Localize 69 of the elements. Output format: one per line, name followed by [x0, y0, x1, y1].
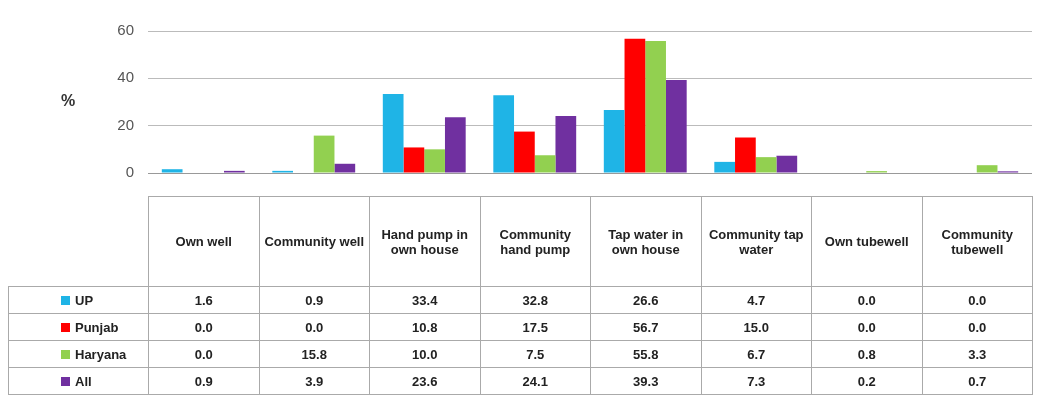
data-label: 0.9	[259, 286, 370, 314]
y-tick-label: 0	[125, 163, 134, 181]
bar	[514, 131, 535, 173]
data-label: 24.1	[480, 367, 591, 395]
data-label: 10.8	[369, 313, 480, 341]
legend-label: All	[8, 367, 149, 395]
data-label: 4.7	[701, 286, 812, 314]
bar	[424, 149, 445, 173]
bar	[382, 93, 404, 173]
bar	[555, 115, 577, 173]
data-label: 10.0	[369, 340, 480, 368]
x-tick-label: Community tap water	[701, 196, 812, 287]
data-label: 6.7	[701, 340, 812, 368]
data-label: 0.0	[148, 313, 259, 341]
bar	[714, 161, 736, 173]
data-label: 39.3	[590, 367, 701, 395]
legend-label: Punjab	[8, 313, 149, 341]
bar	[624, 38, 646, 173]
y-tick-label: 40	[117, 68, 134, 86]
data-label: 7.5	[480, 340, 591, 368]
data-label: 0.0	[811, 313, 922, 341]
data-label: 0.0	[148, 340, 259, 368]
bar	[493, 95, 515, 173]
bar	[161, 169, 183, 173]
data-label: 33.4	[369, 286, 480, 314]
data-label: 0.0	[922, 313, 1033, 341]
bar	[403, 147, 425, 173]
y-tick-label: 20	[117, 115, 134, 133]
bar	[534, 155, 556, 173]
data-label: 0.9	[148, 367, 259, 395]
x-tick-label: Tap water in own house	[590, 196, 701, 287]
bar	[776, 155, 798, 173]
bar	[603, 110, 625, 173]
bar	[334, 163, 356, 173]
data-label: 0.2	[811, 367, 922, 395]
y-axis-title: %	[60, 92, 76, 110]
bar	[313, 135, 335, 173]
data-label: 55.8	[590, 340, 701, 368]
data-label: 0.0	[922, 286, 1033, 314]
x-tick-label: Hand pump in own house	[369, 196, 480, 287]
data-label: 0.0	[259, 313, 370, 341]
data-label: 1.6	[148, 286, 259, 314]
data-label: 0.0	[811, 286, 922, 314]
bar	[444, 117, 466, 173]
bar	[976, 165, 998, 173]
data-label: 0.7	[922, 367, 1033, 395]
legend-label: Haryana	[8, 340, 149, 368]
x-tick-label: Community tubewell	[922, 196, 1033, 287]
legend-label: UP	[8, 286, 149, 314]
data-label: 17.5	[480, 313, 591, 341]
x-tick-label: Community well	[259, 196, 370, 287]
bar	[755, 157, 777, 173]
data-label: 32.8	[480, 286, 591, 314]
bar	[645, 40, 666, 173]
y-tick-label: 60	[117, 21, 134, 39]
x-tick-label: Community hand pump	[480, 196, 591, 287]
bar	[735, 137, 756, 173]
x-tick-label: Own tubewell	[811, 196, 922, 287]
x-tick-label: Own well	[148, 196, 259, 287]
data-label: 7.3	[701, 367, 812, 395]
bar	[665, 79, 687, 173]
data-label: 3.9	[259, 367, 370, 395]
data-label: 15.0	[701, 313, 812, 341]
data-label: 26.6	[590, 286, 701, 314]
data-label: 23.6	[369, 367, 480, 395]
data-label: 3.3	[922, 340, 1033, 368]
data-label: 56.7	[590, 313, 701, 341]
data-label: 15.8	[259, 340, 370, 368]
data-label: 0.8	[811, 340, 922, 368]
